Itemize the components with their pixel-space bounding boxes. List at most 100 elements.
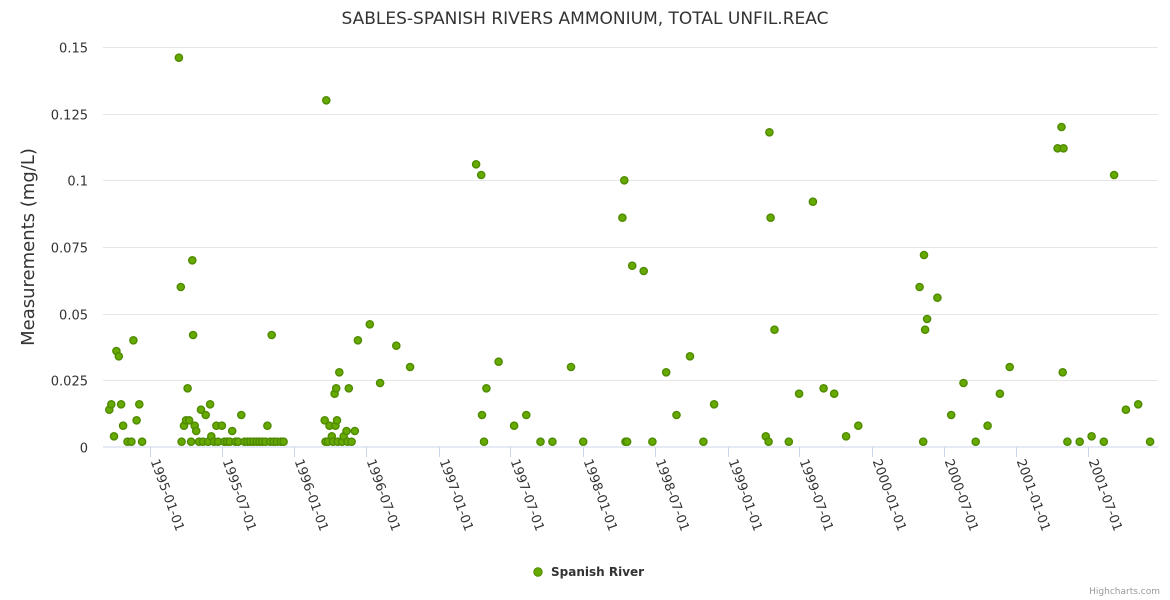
data-point[interactable]	[236, 410, 246, 420]
data-point[interactable]	[137, 437, 147, 447]
data-point[interactable]	[332, 415, 342, 425]
data-point[interactable]	[995, 389, 1005, 399]
data-point[interactable]	[918, 437, 928, 447]
data-point[interactable]	[331, 383, 341, 393]
data-point[interactable]	[618, 213, 627, 222]
data-point[interactable]	[347, 437, 356, 447]
data-point[interactable]	[1087, 431, 1096, 441]
data-point[interactable]	[129, 335, 138, 345]
legend-item-spanish-river[interactable]: Spanish River	[551, 565, 644, 579]
data-point[interactable]	[1075, 437, 1084, 447]
data-point[interactable]	[471, 159, 481, 169]
data-point[interactable]	[350, 426, 360, 436]
data-point[interactable]	[946, 410, 956, 420]
series-spanish-river[interactable]	[105, 53, 1155, 447]
data-point[interactable]	[320, 415, 330, 425]
data-point[interactable]	[509, 421, 519, 431]
data-point[interactable]	[375, 378, 385, 388]
data-point[interactable]	[959, 378, 968, 388]
legend[interactable]: Spanish River	[533, 565, 644, 579]
data-point[interactable]	[1121, 405, 1131, 415]
data-point[interactable]	[132, 415, 141, 425]
data-point[interactable]	[107, 399, 116, 409]
data-point[interactable]	[1057, 122, 1066, 132]
data-point[interactable]	[177, 437, 186, 447]
data-point[interactable]	[639, 266, 649, 276]
data-point[interactable]	[1109, 170, 1119, 180]
credits-link[interactable]: Highcharts.com	[1089, 587, 1160, 597]
data-point[interactable]	[201, 410, 210, 420]
data-point[interactable]	[661, 367, 671, 377]
data-point[interactable]	[191, 426, 201, 436]
data-point[interactable]	[391, 341, 401, 351]
data-point[interactable]	[353, 335, 363, 345]
data-point[interactable]	[176, 282, 186, 292]
data-point[interactable]	[548, 437, 557, 447]
data-point[interactable]	[1063, 437, 1072, 447]
data-point[interactable]	[784, 437, 794, 447]
data-point[interactable]	[334, 367, 344, 377]
data-point[interactable]	[699, 437, 708, 447]
data-point[interactable]	[1099, 437, 1109, 447]
data-point[interactable]	[109, 431, 119, 441]
data-point[interactable]	[134, 399, 144, 409]
data-point[interactable]	[915, 282, 924, 292]
data-point[interactable]	[766, 213, 775, 222]
data-point[interactable]	[920, 325, 930, 335]
data-point[interactable]	[819, 383, 828, 393]
data-point[interactable]	[365, 319, 375, 329]
data-point[interactable]	[482, 383, 491, 393]
data-point[interactable]	[672, 410, 681, 420]
data-point[interactable]	[186, 437, 196, 447]
data-point[interactable]	[1059, 143, 1068, 153]
data-point[interactable]	[919, 250, 929, 260]
data-point[interactable]	[841, 431, 851, 441]
data-point[interactable]	[764, 437, 773, 447]
data-point[interactable]	[622, 437, 632, 447]
data-point[interactable]	[648, 437, 657, 447]
data-point[interactable]	[267, 330, 277, 340]
data-point[interactable]	[1005, 362, 1015, 372]
data-point[interactable]	[187, 255, 197, 265]
data-point[interactable]	[578, 437, 588, 447]
data-point[interactable]	[405, 362, 415, 372]
data-point[interactable]	[770, 325, 779, 335]
data-point[interactable]	[983, 421, 992, 431]
data-point[interactable]	[114, 351, 124, 361]
data-point[interactable]	[205, 399, 215, 409]
data-point[interactable]	[829, 389, 839, 399]
data-point[interactable]	[620, 175, 629, 185]
data-point[interactable]	[522, 410, 531, 420]
data-point[interactable]	[188, 330, 198, 340]
data-point[interactable]	[479, 437, 489, 447]
data-point[interactable]	[184, 415, 194, 425]
data-point[interactable]	[1133, 399, 1143, 409]
data-point[interactable]	[279, 437, 288, 447]
data-point[interactable]	[627, 261, 637, 271]
data-point[interactable]	[794, 389, 804, 399]
data-point[interactable]	[227, 426, 237, 436]
data-point[interactable]	[118, 421, 128, 431]
data-point[interactable]	[494, 357, 503, 367]
data-point[interactable]	[342, 426, 351, 436]
data-point[interactable]	[765, 127, 774, 137]
data-point[interactable]	[476, 170, 486, 180]
data-point[interactable]	[1145, 437, 1155, 447]
data-point[interactable]	[477, 410, 487, 420]
data-point[interactable]	[183, 383, 192, 393]
data-point[interactable]	[196, 405, 206, 415]
data-point[interactable]	[971, 437, 981, 447]
data-point[interactable]	[685, 351, 695, 361]
data-point[interactable]	[709, 399, 719, 409]
data-point[interactable]	[344, 383, 354, 393]
data-point[interactable]	[116, 399, 126, 409]
data-point[interactable]	[808, 197, 818, 206]
data-point[interactable]	[854, 421, 863, 431]
data-point[interactable]	[174, 53, 184, 63]
data-point[interactable]	[127, 437, 136, 447]
data-point[interactable]	[933, 293, 942, 303]
data-point[interactable]	[922, 314, 932, 324]
data-point[interactable]	[263, 421, 272, 431]
data-point[interactable]	[1058, 367, 1067, 377]
data-point[interactable]	[321, 96, 331, 105]
